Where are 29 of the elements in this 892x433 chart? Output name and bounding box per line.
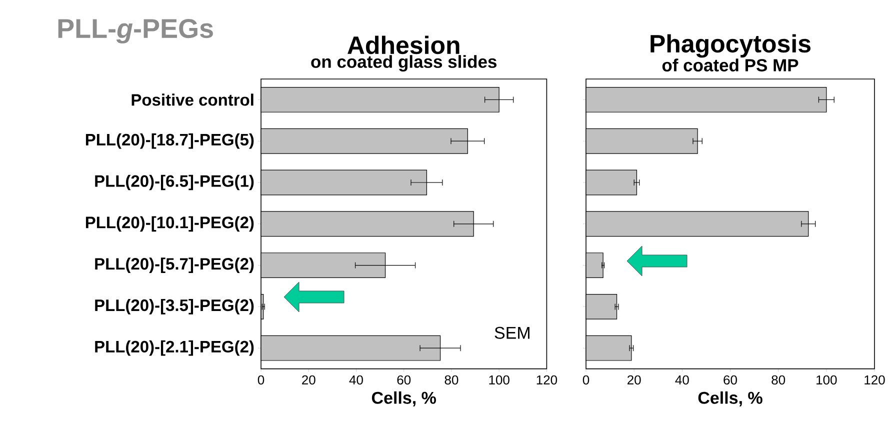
chart-title: Adhesion: [348, 36, 460, 54]
y-tick-label: PLL(20)-[6.5]-PEG(1): [95, 174, 254, 190]
y-tick-label: PLL(20)-[2.1]-PEG(2): [95, 340, 254, 356]
x-tick-label: 60: [724, 375, 737, 385]
chart-subtitle: on coated glass slides: [311, 55, 496, 72]
annotation: SEM: [494, 326, 530, 339]
x-tick-label: 100: [816, 375, 837, 385]
x-tick-label: 20: [302, 375, 316, 385]
y-tick-label: PLL(20)-[5.7]-PEG(2): [95, 258, 254, 273]
x-tick-label: 0: [582, 375, 590, 385]
x-tick-label: 80: [444, 375, 458, 385]
x-tick-label: 60: [397, 375, 411, 385]
x-axis-title: Cells, %: [372, 391, 436, 406]
x-tick-label: 120: [536, 375, 558, 385]
y-tick-label: PLL(20)-[10.1]-PEG(2): [86, 216, 254, 232]
x-axis-title: Cells, %: [698, 391, 762, 406]
text: PLL-g-PEGs: [58, 18, 213, 44]
x-tick-label: 20: [628, 375, 641, 385]
x-tick-label: 80: [772, 375, 786, 385]
x-tick-label: 0: [258, 375, 264, 385]
x-tick-label: 40: [349, 375, 363, 385]
y-tick-label: Positive control: [132, 94, 254, 106]
chart-subtitle: of coated PS MP: [662, 58, 798, 72]
chart-title: Phagocytosis: [650, 34, 810, 58]
y-tick-label: PLL(20)-[3.5]-PEG(2): [95, 299, 254, 314]
x-tick-label: 120: [864, 375, 885, 385]
x-tick-label: 40: [675, 375, 689, 385]
y-tick-label: PLL(20)-[18.7]-PEG(5): [86, 133, 254, 149]
x-tick-label: 100: [489, 375, 510, 385]
